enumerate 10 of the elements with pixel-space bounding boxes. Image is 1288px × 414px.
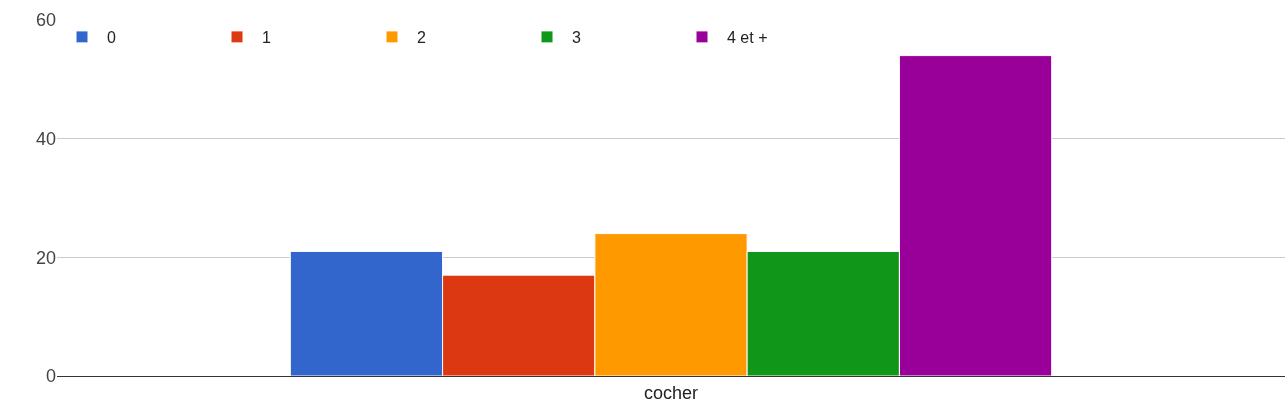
- y-tick-label: 0: [45, 366, 56, 387]
- legend-label: 2: [417, 29, 426, 47]
- y-tick-label: 20: [35, 247, 56, 268]
- legend-label: 0: [107, 29, 116, 47]
- y-tick-label: 40: [35, 128, 56, 149]
- legend-label: 4 et +: [727, 29, 768, 47]
- legend-label: 1: [262, 29, 271, 47]
- x-tick-label: cocher: [643, 382, 699, 403]
- y-tick-label: 60: [35, 10, 56, 31]
- legend-label: 3: [572, 29, 581, 47]
